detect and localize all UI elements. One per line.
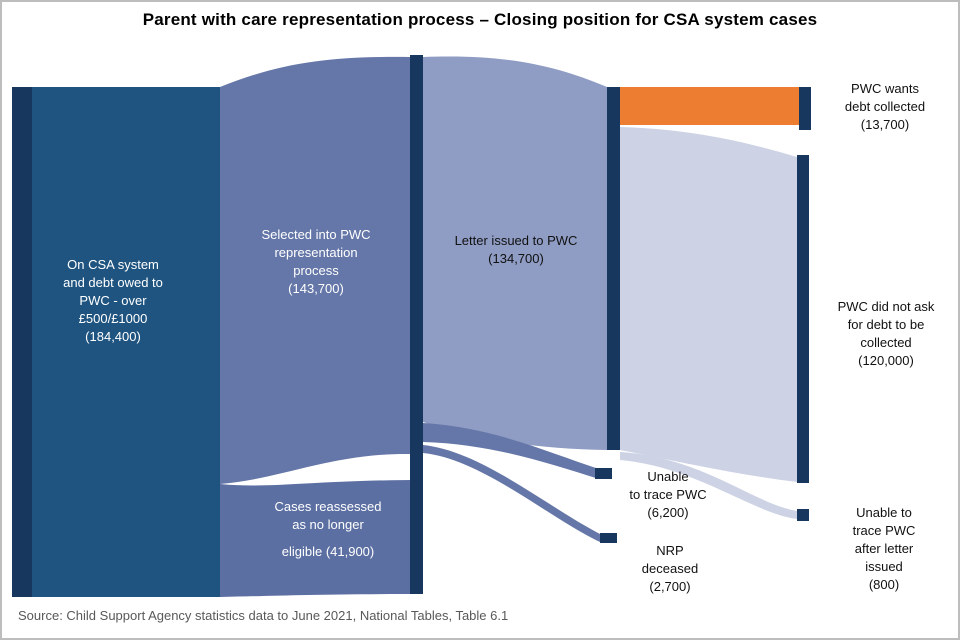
label-wants-value: (13,700)	[860, 117, 910, 132]
label-selected-line: Selected into PWC	[261, 227, 371, 242]
label-after-value: (800)	[868, 577, 900, 592]
label-letter: Letter issued to PWC (134,700)	[430, 232, 602, 268]
label-didnot-value: (120,000)	[858, 353, 914, 368]
label-unable-value: (6,200)	[647, 505, 689, 520]
label-reassessed: Cases reassessed as no longer eligible (…	[244, 498, 412, 561]
source-note: Source: Child Support Agency statistics …	[18, 608, 509, 623]
label-letter-line: Letter issued to PWC	[454, 233, 578, 248]
label-csa: On CSA system and debt owed to PWC - ove…	[18, 256, 208, 346]
label-selected-line: representation	[274, 245, 358, 260]
label-reassessed-value: eligible (41,900)	[281, 544, 375, 559]
label-selected-value: (143,700)	[288, 281, 344, 296]
label-after: Unable to trace PWC after letter issued …	[826, 504, 942, 594]
label-csa-line: and debt owed to	[63, 275, 163, 290]
label-didnot: PWC did not ask for debt to be collected…	[812, 298, 958, 370]
flow-csa-to-selected	[220, 56, 410, 484]
label-didnot-line: for debt to be	[847, 317, 925, 332]
node-didnot-bar	[797, 155, 809, 483]
label-csa-line: On CSA system	[67, 257, 159, 272]
flow-letter-to-after	[620, 452, 797, 519]
flow-letter-to-wants	[620, 87, 799, 125]
label-reassessed-line: as no longer	[292, 517, 364, 532]
label-didnot-line: PWC did not ask	[837, 299, 935, 314]
chart-title: Parent with care representation process …	[142, 10, 818, 29]
label-unable-line: Unable	[647, 469, 689, 484]
node-after-bar	[797, 509, 809, 521]
label-after-line: issued	[865, 559, 903, 574]
label-after-line: after letter	[854, 541, 914, 556]
label-after-line: trace PWC	[852, 523, 916, 538]
node-csa-bar	[12, 87, 32, 597]
node-letter-bar	[607, 87, 620, 450]
node-wants-bar	[799, 87, 811, 130]
label-selected-line: process	[293, 263, 339, 278]
label-wants-line: debt collected	[844, 99, 926, 114]
label-wants-line: PWC wants	[851, 81, 919, 96]
label-unable: Unable to trace PWC (6,200)	[610, 468, 726, 522]
label-nrp-line: NRP	[656, 543, 684, 558]
label-didnot-line: collected	[860, 335, 912, 350]
label-csa-line: PWC - over	[79, 293, 147, 308]
flow-selected-to-letter	[423, 56, 607, 450]
node-csa	[12, 87, 220, 597]
label-letter-value: (134,700)	[488, 251, 544, 266]
flow-letter-to-didnot	[620, 127, 797, 482]
node-selected-bar	[410, 55, 423, 594]
node-nrp-bar	[600, 533, 617, 543]
label-nrp-value: (2,700)	[649, 579, 691, 594]
label-csa-value: (184,400)	[85, 329, 141, 344]
label-csa-line: £500/£1000	[78, 311, 148, 326]
node-unable-bar	[595, 468, 612, 479]
label-reassessed-line: Cases reassessed	[274, 499, 382, 514]
label-nrp: NRP deceased (2,700)	[622, 542, 718, 596]
label-wants: PWC wants debt collected (13,700)	[814, 80, 956, 134]
label-after-line: Unable to	[856, 505, 912, 520]
label-nrp-line: deceased	[641, 561, 699, 576]
label-selected: Selected into PWC representation process…	[234, 226, 398, 298]
flow-selected-to-nrp	[423, 445, 602, 543]
flow-selected-to-unable	[423, 423, 599, 479]
flow-csa-to-reassessed	[220, 480, 423, 597]
label-unable-line: to trace PWC	[629, 487, 707, 502]
